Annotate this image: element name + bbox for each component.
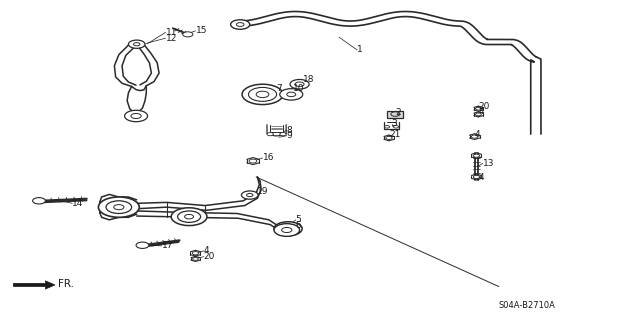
Text: 9: 9 [287, 131, 292, 140]
Circle shape [394, 125, 399, 128]
Circle shape [236, 23, 244, 26]
Circle shape [249, 159, 257, 163]
Text: 5: 5 [296, 215, 301, 224]
Circle shape [282, 226, 294, 232]
Circle shape [177, 211, 200, 222]
Circle shape [274, 224, 300, 236]
Circle shape [474, 154, 479, 157]
Text: 4: 4 [478, 174, 484, 182]
Circle shape [474, 175, 479, 179]
Text: 8: 8 [287, 126, 292, 135]
Circle shape [290, 79, 309, 89]
Circle shape [193, 257, 198, 260]
Text: 11: 11 [166, 28, 177, 37]
Text: FR.: FR. [58, 279, 74, 289]
Circle shape [182, 32, 193, 37]
Text: 19: 19 [257, 187, 269, 197]
Circle shape [172, 208, 207, 226]
Text: 21: 21 [389, 130, 401, 139]
Circle shape [386, 136, 392, 139]
Text: 4: 4 [204, 247, 209, 256]
Text: 1: 1 [357, 45, 363, 55]
Circle shape [256, 91, 269, 98]
Circle shape [472, 135, 477, 138]
Circle shape [33, 197, 45, 204]
Circle shape [287, 92, 296, 97]
Circle shape [385, 125, 390, 128]
Text: 20: 20 [204, 252, 215, 261]
Text: 14: 14 [72, 199, 84, 208]
Text: 4: 4 [478, 108, 484, 116]
Text: 12: 12 [166, 34, 177, 43]
Circle shape [391, 112, 400, 116]
Circle shape [136, 242, 149, 249]
Text: S04A-B2710A: S04A-B2710A [499, 301, 556, 310]
Circle shape [280, 89, 303, 100]
Text: 2: 2 [396, 108, 401, 117]
Circle shape [248, 87, 276, 101]
Circle shape [125, 110, 148, 122]
Circle shape [267, 133, 273, 136]
Circle shape [230, 20, 250, 29]
Text: 16: 16 [262, 153, 274, 162]
Text: 17: 17 [162, 241, 173, 250]
Circle shape [242, 84, 283, 105]
Circle shape [476, 113, 481, 116]
Circle shape [99, 197, 140, 217]
Circle shape [131, 114, 141, 119]
Text: 20: 20 [478, 102, 490, 111]
Bar [387, 111, 403, 118]
Circle shape [184, 214, 193, 219]
Polygon shape [13, 281, 55, 289]
Circle shape [295, 82, 304, 86]
Text: 15: 15 [195, 26, 207, 35]
Circle shape [274, 222, 302, 236]
Text: 7: 7 [276, 85, 282, 93]
Text: 10: 10 [292, 85, 304, 93]
Circle shape [280, 133, 286, 136]
Text: 13: 13 [483, 159, 494, 168]
Text: 3: 3 [392, 119, 397, 128]
Circle shape [476, 107, 481, 110]
Circle shape [282, 227, 292, 233]
Circle shape [134, 43, 140, 46]
Circle shape [106, 201, 132, 213]
Text: 6: 6 [296, 221, 301, 230]
Text: 18: 18 [303, 75, 314, 84]
Circle shape [114, 204, 124, 210]
Text: 4: 4 [474, 130, 480, 138]
Circle shape [129, 40, 145, 48]
Circle shape [246, 194, 253, 197]
Circle shape [241, 191, 258, 199]
Circle shape [192, 252, 198, 255]
